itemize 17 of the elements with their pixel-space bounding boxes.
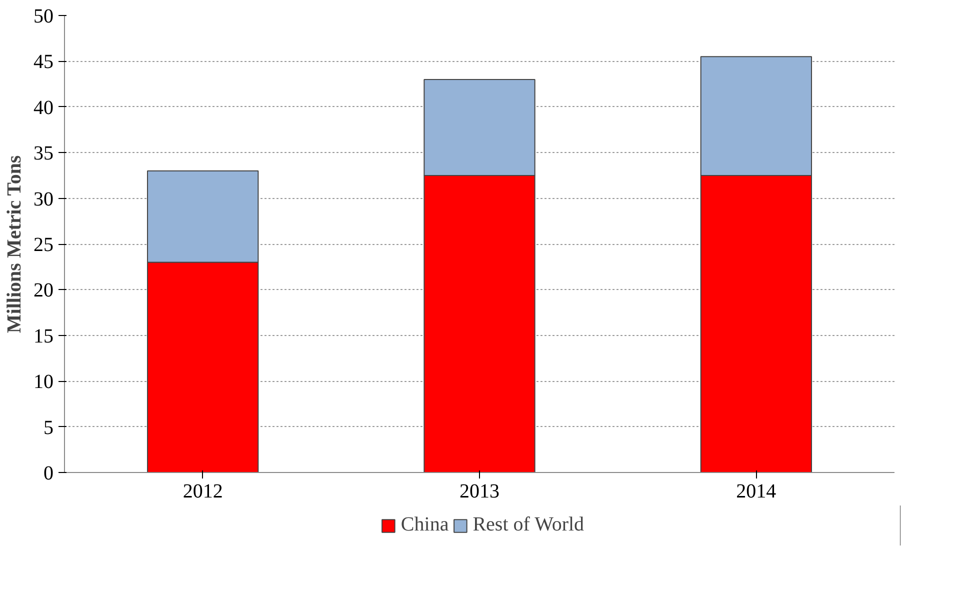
y-tick-label: 5 — [44, 416, 54, 439]
y-tick-label: 0 — [44, 462, 54, 484]
y-tick-label: 45 — [34, 51, 54, 74]
y-axis-title: Millions Metric Tons — [4, 155, 26, 334]
y-tick-label: 15 — [34, 325, 54, 348]
y-tick-label: 50 — [34, 6, 54, 28]
x-tick-label: 2014 — [736, 480, 776, 502]
y-tick-label: 30 — [34, 188, 54, 210]
legend-label: China — [400, 514, 449, 536]
y-tick-label: 25 — [34, 234, 54, 256]
y-tick-label: 20 — [34, 280, 54, 302]
y-tick-label: 35 — [34, 142, 54, 165]
legend-label: Rest of World — [472, 514, 584, 536]
x-tick-label: 2013 — [460, 480, 500, 502]
y-tick-label: 10 — [34, 371, 54, 394]
y-tick-label: 40 — [34, 96, 54, 119]
x-tick-label: 2012 — [182, 480, 223, 502]
